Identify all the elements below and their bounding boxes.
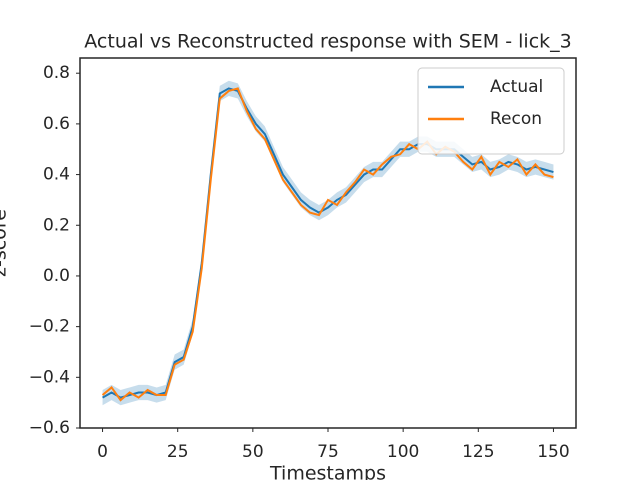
chart-title: Actual vs Reconstructed response with SE… bbox=[84, 31, 571, 53]
x-axis-label: Timestamps bbox=[269, 463, 386, 480]
y-tick-label: −0.4 bbox=[29, 367, 70, 387]
x-tick-label: 125 bbox=[462, 442, 494, 462]
y-tick-label: −0.2 bbox=[29, 317, 70, 337]
y-axis-label: z-score bbox=[0, 209, 11, 277]
y-tick-label: 0.6 bbox=[43, 114, 70, 134]
plot-frame bbox=[79, 57, 577, 429]
legend-label: Recon bbox=[490, 109, 542, 129]
legend-label: Actual bbox=[490, 77, 543, 97]
y-tick-label: −0.6 bbox=[29, 418, 70, 438]
x-tick-label: 50 bbox=[242, 442, 264, 462]
legend-box bbox=[417, 67, 565, 155]
y-tick-label: 0.4 bbox=[43, 165, 70, 185]
series-line bbox=[101, 87, 554, 402]
x-tick-label: 75 bbox=[317, 442, 339, 462]
x-tick-label: 0 bbox=[97, 442, 108, 462]
x-tick-label: 150 bbox=[537, 442, 569, 462]
y-tick-label: 0.0 bbox=[43, 266, 70, 286]
y-tick-label: 0.2 bbox=[43, 215, 70, 235]
y-tick-label: 0.8 bbox=[43, 63, 70, 83]
x-tick-label: 100 bbox=[387, 442, 419, 462]
x-tick-label: 25 bbox=[167, 442, 189, 462]
